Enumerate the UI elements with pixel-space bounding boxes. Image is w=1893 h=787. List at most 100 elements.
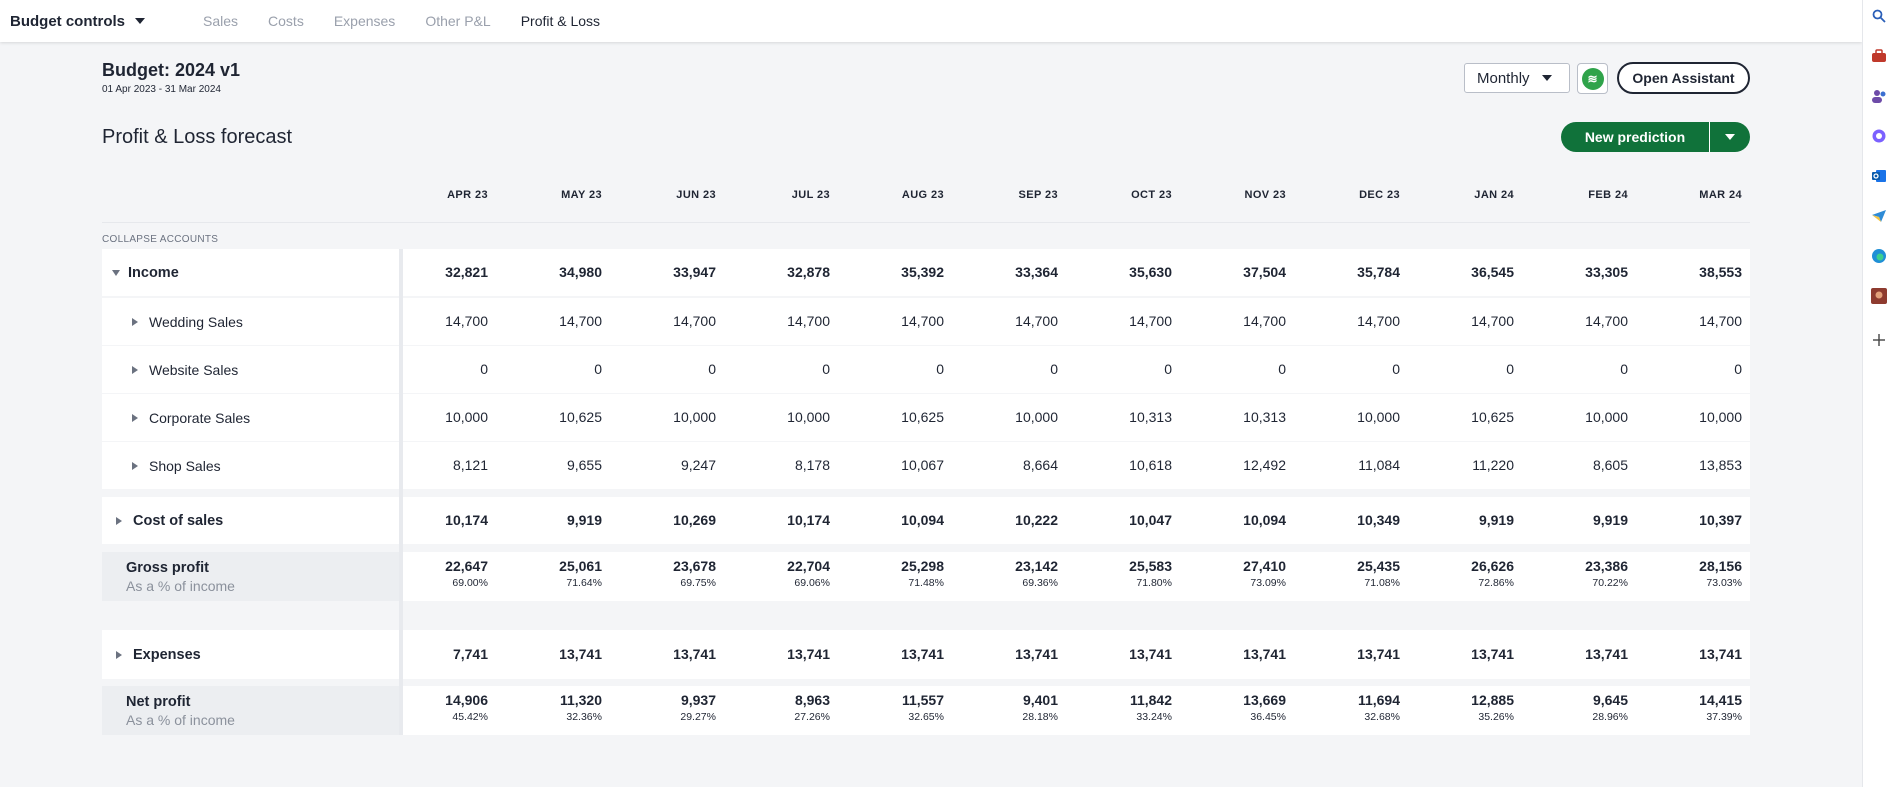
- value-cell[interactable]: 8,605: [1592, 457, 1628, 473]
- row-label-website-sales[interactable]: Website Sales: [102, 346, 399, 393]
- value-cell[interactable]: 38,553: [1699, 264, 1742, 280]
- value-cell[interactable]: 22,704 69.06%: [740, 558, 830, 589]
- value-cell[interactable]: 37,504: [1243, 264, 1286, 280]
- value-cell[interactable]: 13,741: [901, 646, 944, 662]
- value-cell[interactable]: 10,269: [673, 512, 716, 528]
- value-cell[interactable]: 33,305: [1585, 264, 1628, 280]
- value-cell[interactable]: 9,645 28.96%: [1538, 692, 1628, 723]
- value-cell[interactable]: 14,700: [1129, 313, 1172, 329]
- value-cell[interactable]: 10,000: [673, 409, 716, 425]
- collapse-accounts-link[interactable]: COLLAPSE ACCOUNTS: [102, 234, 219, 245]
- value-cell[interactable]: 10,349: [1357, 512, 1400, 528]
- value-cell[interactable]: 8,178: [794, 457, 830, 473]
- plus-icon[interactable]: [1870, 331, 1888, 349]
- outlook-icon[interactable]: [1870, 167, 1888, 185]
- value-cell[interactable]: 10,067: [901, 457, 944, 473]
- value-cell[interactable]: 8,664: [1022, 457, 1058, 473]
- caret-right-icon[interactable]: [132, 461, 138, 470]
- value-cell[interactable]: 0: [480, 361, 488, 377]
- value-cell[interactable]: 12,492: [1243, 457, 1286, 473]
- value-cell[interactable]: 10,047: [1129, 512, 1172, 528]
- tab-profit-loss[interactable]: Profit & Loss: [520, 13, 601, 29]
- value-cell[interactable]: 14,906 45.42%: [398, 692, 488, 723]
- value-cell[interactable]: 14,700: [1243, 313, 1286, 329]
- value-cell[interactable]: 36,545: [1471, 264, 1514, 280]
- value-cell[interactable]: 32,878: [787, 264, 830, 280]
- value-cell[interactable]: 11,320 32.36%: [512, 692, 602, 723]
- value-cell[interactable]: 10,000: [1357, 409, 1400, 425]
- value-cell[interactable]: 0: [1506, 361, 1514, 377]
- value-cell[interactable]: 13,741: [1015, 646, 1058, 662]
- row-label-income[interactable]: Income: [102, 249, 399, 296]
- value-cell[interactable]: 10,000: [445, 409, 488, 425]
- value-cell[interactable]: 0: [1392, 361, 1400, 377]
- value-cell[interactable]: 10,625: [1471, 409, 1514, 425]
- value-cell[interactable]: 13,669 36.45%: [1196, 692, 1286, 723]
- value-cell[interactable]: 23,386 70.22%: [1538, 558, 1628, 589]
- value-cell[interactable]: 10,313: [1243, 409, 1286, 425]
- value-cell[interactable]: 13,853: [1699, 457, 1742, 473]
- value-cell[interactable]: 13,741: [1471, 646, 1514, 662]
- value-cell[interactable]: 32,821: [445, 264, 488, 280]
- value-cell[interactable]: 11,084: [1358, 457, 1400, 473]
- new-prediction-dropdown[interactable]: [1710, 122, 1750, 152]
- value-cell[interactable]: 10,000: [787, 409, 830, 425]
- value-cell[interactable]: 13,741: [673, 646, 716, 662]
- value-cell[interactable]: 13,741: [787, 646, 830, 662]
- value-cell[interactable]: 0: [1164, 361, 1172, 377]
- open-assistant-button[interactable]: Open Assistant: [1617, 62, 1750, 94]
- value-cell[interactable]: 0: [1734, 361, 1742, 377]
- value-cell[interactable]: 14,700: [1357, 313, 1400, 329]
- caret-right-icon[interactable]: [116, 650, 122, 659]
- value-cell[interactable]: 26,626 72.86%: [1424, 558, 1514, 589]
- value-cell[interactable]: 35,784: [1357, 264, 1400, 280]
- caret-right-icon[interactable]: [116, 516, 122, 525]
- value-cell[interactable]: 9,655: [566, 457, 602, 473]
- value-cell[interactable]: 10,094: [1243, 512, 1286, 528]
- value-cell[interactable]: 14,700: [1471, 313, 1514, 329]
- value-cell[interactable]: 10,618: [1129, 457, 1172, 473]
- value-cell[interactable]: 10,000: [1699, 409, 1742, 425]
- row-label-wedding-sales[interactable]: Wedding Sales: [102, 298, 399, 345]
- row-label-shop-sales[interactable]: Shop Sales: [102, 442, 399, 489]
- briefcase-icon[interactable]: [1870, 47, 1888, 65]
- value-cell[interactable]: 9,937 29.27%: [626, 692, 716, 723]
- avatar-icon[interactable]: [1870, 287, 1888, 305]
- budget-controls-menu[interactable]: Budget controls: [10, 13, 145, 30]
- value-cell[interactable]: 9,919: [1478, 512, 1514, 528]
- value-cell[interactable]: 14,700: [445, 313, 488, 329]
- caret-down-icon[interactable]: [112, 269, 120, 276]
- value-cell[interactable]: 9,919: [1592, 512, 1628, 528]
- value-cell[interactable]: 13,741: [1243, 646, 1286, 662]
- edge-icon[interactable]: [1870, 247, 1888, 265]
- value-cell[interactable]: 23,142 69.36%: [968, 558, 1058, 589]
- value-cell[interactable]: 10,094: [901, 512, 944, 528]
- tab-expenses[interactable]: Expenses: [333, 13, 396, 29]
- value-cell[interactable]: 10,222: [1015, 512, 1058, 528]
- value-cell[interactable]: 28,156 73.03%: [1652, 558, 1742, 589]
- value-cell[interactable]: 0: [1050, 361, 1058, 377]
- value-cell[interactable]: 9,919: [566, 512, 602, 528]
- value-cell[interactable]: 13,741: [1585, 646, 1628, 662]
- value-cell[interactable]: 25,435 71.08%: [1310, 558, 1400, 589]
- value-cell[interactable]: 14,700: [1699, 313, 1742, 329]
- value-cell[interactable]: 25,061 71.64%: [512, 558, 602, 589]
- value-cell[interactable]: 33,364: [1015, 264, 1058, 280]
- value-cell[interactable]: 13,741: [559, 646, 602, 662]
- value-cell[interactable]: 8,121: [452, 457, 488, 473]
- tab-costs[interactable]: Costs: [268, 13, 304, 29]
- period-select[interactable]: Monthly: [1464, 63, 1570, 93]
- value-cell[interactable]: 11,694 32.68%: [1310, 692, 1400, 723]
- row-label-cost-of-sales[interactable]: Cost of sales: [102, 497, 399, 544]
- tab-other-pl[interactable]: Other P&L: [425, 13, 491, 29]
- value-cell[interactable]: 14,700: [559, 313, 602, 329]
- copilot-icon[interactable]: [1870, 127, 1888, 145]
- value-cell[interactable]: 10,625: [901, 409, 944, 425]
- value-cell[interactable]: 27,410 73.09%: [1196, 558, 1286, 589]
- value-cell[interactable]: 13,741: [1699, 646, 1742, 662]
- value-cell[interactable]: 10,000: [1585, 409, 1628, 425]
- value-cell[interactable]: 33,947: [673, 264, 716, 280]
- value-cell[interactable]: 0: [936, 361, 944, 377]
- tab-sales[interactable]: Sales: [203, 13, 239, 29]
- value-cell[interactable]: 10,313: [1129, 409, 1172, 425]
